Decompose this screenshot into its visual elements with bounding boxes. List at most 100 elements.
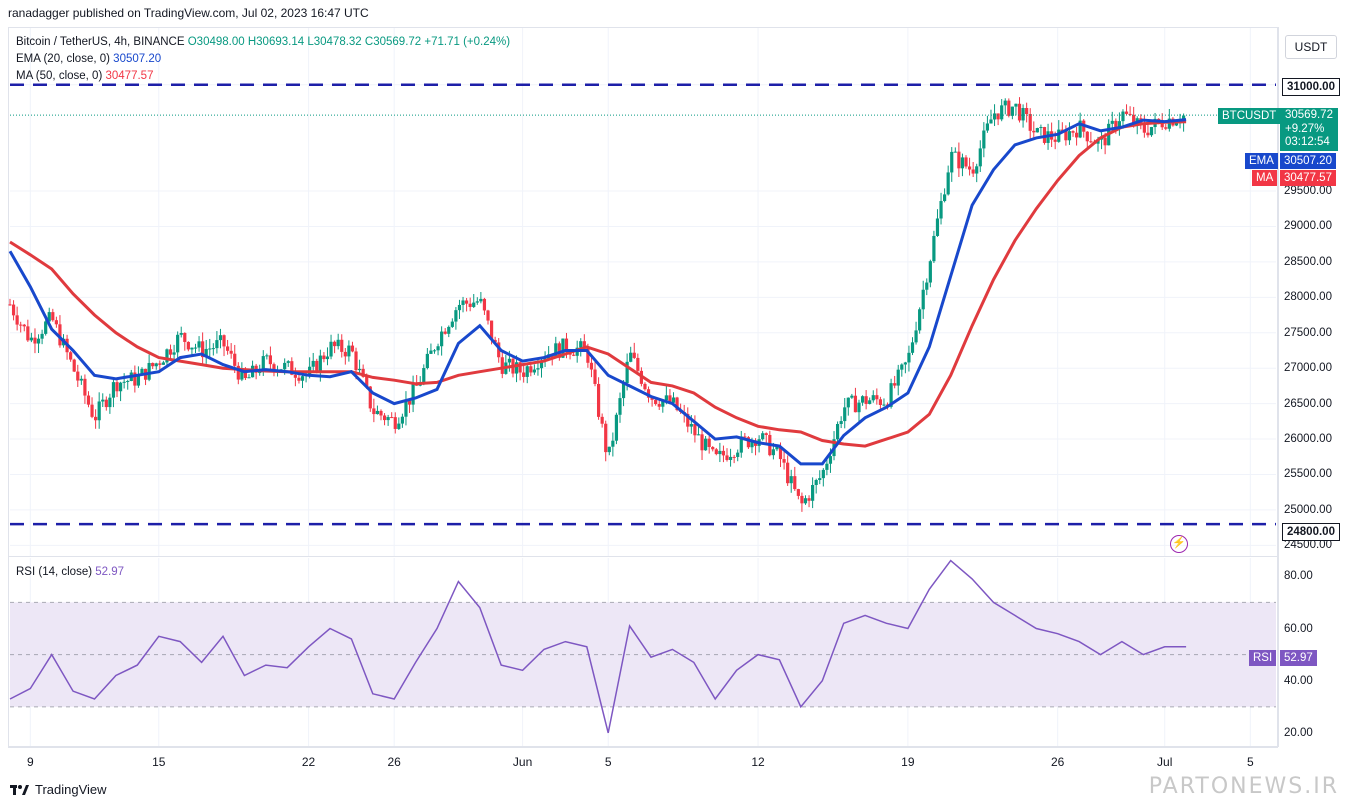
candle-body [657,404,661,407]
candle-body [896,369,900,386]
candle-body [468,303,472,307]
candle-body [493,339,497,343]
candle-body [739,436,743,453]
candle-body [661,400,665,407]
candle-body [322,355,326,360]
candle-body [1010,106,1014,116]
candle-body [1042,127,1047,143]
candle-body [19,324,23,326]
candle-body [868,400,872,404]
candle-body [325,356,330,360]
price-tick-label: 25000.00 [1284,503,1332,516]
candle-body [967,166,972,170]
candle-body [796,489,800,496]
time-axis[interactable]: 9 15 22 26 Jun 5 12 19 26 Jul 5 [8,747,1278,775]
rsi-tick-label: 60.00 [1284,622,1313,635]
ema-label[interactable]: EMA (20, close, 0) [16,53,110,65]
candle-body [686,413,690,427]
candle-body [407,400,412,405]
candle-body [86,395,91,405]
ma-price-tag: 30477.57 [1280,170,1336,186]
candle-body [871,395,875,401]
candle-body [711,447,715,450]
candle-body [286,361,290,363]
candle-body [69,352,73,360]
candle-body [846,397,850,408]
candle-body [158,363,162,365]
candle-body [600,416,604,424]
candle-body [807,498,811,501]
time-tick-label: 9 [26,755,34,769]
candle-body [621,383,626,399]
candle-body [1167,118,1171,129]
candle-body [1057,129,1061,142]
price-tick-label: 28000.00 [1284,291,1332,304]
lightning-icon[interactable]: ⚡ [1170,535,1188,553]
candle-body [161,362,165,365]
candle-body [1028,114,1032,131]
candle-body [786,462,790,484]
candle-body [1021,108,1025,121]
price-scale[interactable] [1278,27,1353,557]
rsi-tick-label: 80.00 [1284,570,1313,583]
candle-body [115,382,119,392]
candle-body [875,395,879,400]
candle-body [168,349,173,355]
price-pane[interactable] [8,27,1278,557]
symbol-title[interactable]: Bitcoin / TetherUS, 4h, BINANCE [16,36,185,48]
candle-body [422,368,426,383]
candle-body [104,399,108,408]
rsi-line [9,559,1187,734]
candle-body [522,372,526,377]
candle-body [507,358,512,363]
candle-body [440,331,444,347]
candle-body [147,362,151,380]
price-tick-label: 26000.00 [1284,433,1332,446]
candle-body [425,353,429,369]
candle-body [529,366,533,373]
candle-body [450,321,454,327]
candle-body [500,357,504,374]
candle-body [58,324,62,346]
rsi-tick-label: 40.00 [1284,674,1313,687]
candle-body [889,383,893,407]
rsi-scale[interactable] [1278,557,1353,747]
candle-body [793,476,797,490]
candle-body [461,300,465,305]
currency-button[interactable]: USDT [1285,35,1337,59]
candle-body [379,410,383,416]
ma-label[interactable]: MA (50, close, 0) [16,70,103,82]
candle-body [51,312,55,321]
tradingview-footer[interactable]: TradingView [10,782,107,797]
candle-body [925,282,929,290]
candle-body [750,440,754,448]
candle-body [101,399,105,402]
candle-body [432,350,437,352]
rsi-tag: RSI [1249,650,1277,666]
candle-body [1128,113,1132,115]
candle-body [557,343,561,358]
candle-body [939,201,943,219]
candle-body [839,421,843,424]
candle-body [654,399,658,405]
time-tick-label: Jul [1157,755,1173,769]
candle-body [1160,121,1164,128]
candle-body [643,383,647,390]
candle-body [579,341,583,348]
symbol-legend: Bitcoin / TetherUS, 4h, BINANCE O30498.0… [16,34,510,51]
candle-body [382,415,387,421]
rsi-label[interactable]: RSI (14, close) [16,566,93,578]
candle-body [746,437,751,448]
candle-body [372,408,376,415]
candle-body [26,326,30,341]
price-tick-label: 27500.00 [1284,326,1332,339]
bar-countdown: 03:12:54 [1285,136,1330,148]
candle-body [8,304,12,306]
candle-body [11,304,16,316]
price-tick-label: 24500.00 [1284,539,1332,552]
candle-body [932,235,936,262]
rsi-pane[interactable] [8,557,1278,747]
candle-body [1114,120,1118,129]
candle-body [607,446,611,453]
candle-body [1078,120,1082,138]
